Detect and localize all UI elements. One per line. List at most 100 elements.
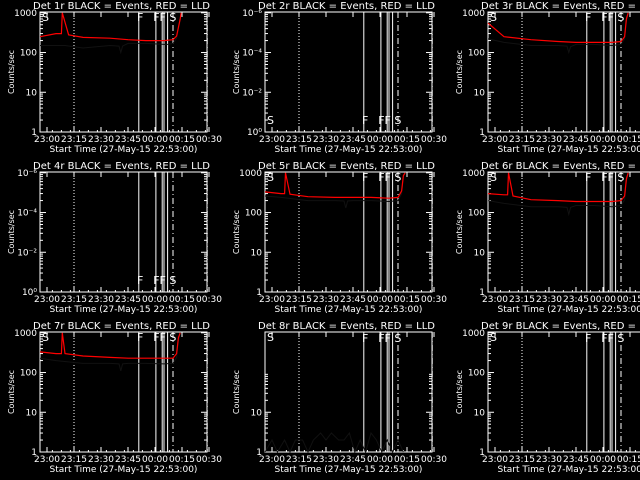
x-tick-label: 23:15 <box>61 135 87 145</box>
x-tick-label: 23:15 <box>286 455 312 465</box>
y-tick-label: 10⁻⁴ <box>242 49 262 59</box>
x-tick-label: 23:30 <box>88 295 114 305</box>
x-axis-label: Start Time (27-May-15 22:53:00) <box>50 465 198 475</box>
x-tick-label: 00:00 <box>590 455 616 465</box>
flag-label: FF <box>153 274 166 287</box>
flag-label: F <box>362 171 368 184</box>
y-tick-label: 10 <box>26 88 38 98</box>
y-tick-label: 1000 <box>462 169 485 179</box>
flag-label: S <box>42 331 49 344</box>
flag-label: FF <box>601 332 614 345</box>
y-axis-label: Counts/sec <box>455 50 464 94</box>
flag-label: F <box>362 114 368 127</box>
series-events <box>39 332 181 372</box>
x-tick-label: 00:15 <box>394 135 420 145</box>
plot-frame <box>39 331 208 453</box>
x-tick-label: 23:30 <box>313 455 339 465</box>
x-tick-label: 23:00 <box>259 455 285 465</box>
x-axis-label: Start Time (27-May-15 22:53:00) <box>50 145 198 155</box>
series-lld <box>39 12 182 42</box>
x-axis-label: Start Time (27-May-15 22:53:00) <box>498 465 640 475</box>
panel-det-1r: Det 1r BLACK = Events, RED = LLD 1 10 100 10… <box>7 1 222 155</box>
x-tick-label: 00:30 <box>196 295 222 305</box>
x-tick-label: 00:00 <box>142 455 168 465</box>
x-tick-label: 23:00 <box>259 135 285 145</box>
x-tick-label: 23:00 <box>34 295 60 305</box>
series-lld <box>264 172 406 199</box>
y-tick-label: 10⁻⁴ <box>17 209 37 219</box>
x-tick-label: 23:30 <box>88 135 114 145</box>
x-tick-label: 00:15 <box>394 295 420 305</box>
x-tick-label: 23:00 <box>482 455 508 465</box>
x-axis-label: Start Time (27-May-15 22:53:00) <box>275 465 423 475</box>
y-axis-label: Counts/sec <box>7 210 16 254</box>
panel-title: Det 1r BLACK = Events, RED = LLD <box>33 1 210 12</box>
flag-label: F <box>585 11 591 24</box>
x-axis-label: Start Time (27-May-15 22:53:00) <box>498 145 640 155</box>
x-tick-label: 23:15 <box>509 455 535 465</box>
flag-label: S <box>617 171 624 184</box>
x-tick-label: 00:15 <box>169 135 195 145</box>
x-tick-label: 00:15 <box>617 455 640 465</box>
x-tick-label: 00:15 <box>169 295 195 305</box>
x-axis-label: Start Time (27-May-15 22:53:00) <box>275 305 423 315</box>
flag-label: F <box>137 11 143 24</box>
x-tick-label: 23:45 <box>340 455 366 465</box>
panel-title: Det 9r BLACK = Events, RED = LLD <box>481 321 640 332</box>
flag-label: S <box>490 11 497 24</box>
x-tick-label: 23:30 <box>313 135 339 145</box>
x-tick-label: 23:15 <box>61 295 87 305</box>
flag-label: FF <box>378 332 391 345</box>
flag-label: S <box>42 11 49 24</box>
x-tick-label: 23:00 <box>482 135 508 145</box>
x-axis-label: Start Time (27-May-15 22:53:00) <box>50 305 198 315</box>
x-tick-label: 23:45 <box>340 295 366 305</box>
series-events <box>487 172 629 217</box>
y-tick-label: 10 <box>251 248 263 258</box>
x-tick-label: 23:30 <box>536 455 562 465</box>
y-tick-label: 1000 <box>14 329 37 339</box>
panel-title: Det 8r BLACK = Events, RED = LLD <box>258 321 435 332</box>
y-tick-label: 100 <box>20 369 37 379</box>
y-tick-label: 1000 <box>239 169 262 179</box>
y-axis-label: Counts/sec <box>455 370 464 414</box>
series-events <box>40 12 182 55</box>
y-tick-label: 1 <box>256 288 262 298</box>
x-tick-label: 23:00 <box>259 295 285 305</box>
x-axis-label: Start Time (27-May-15 22:53:00) <box>498 305 640 315</box>
flag-label: F <box>362 332 368 345</box>
x-tick-label: 00:30 <box>421 135 447 145</box>
y-tick-label: 100 <box>20 49 37 59</box>
y-tick-label: 10 <box>474 88 486 98</box>
y-tick-label: 1 <box>31 128 37 138</box>
y-tick-label: 100 <box>468 209 485 219</box>
y-axis-label: Counts/sec <box>7 370 16 414</box>
x-axis-label: Start Time (27-May-15 22:53:00) <box>275 145 423 155</box>
y-axis-label: Counts/sec <box>232 210 241 254</box>
flag-label: FF <box>153 331 166 344</box>
x-tick-label: 23:30 <box>88 455 114 465</box>
series-events <box>264 172 406 209</box>
x-tick-label: 00:00 <box>590 135 616 145</box>
series-events <box>487 12 629 55</box>
y-tick-label: 10 <box>251 408 263 418</box>
flag-label: S <box>394 332 401 345</box>
y-axis-label: Counts/sec <box>7 50 16 94</box>
plot-frame <box>487 171 640 293</box>
y-tick-label: 10 <box>474 408 486 418</box>
y-tick-label: 1000 <box>462 9 485 19</box>
panel-det-7r: Det 7r BLACK = Events, RED = LLD 1 10 100 10… <box>7 321 222 475</box>
flag-label: S <box>267 114 274 127</box>
x-tick-label: 23:45 <box>563 455 589 465</box>
y-tick-label: 10 <box>474 248 486 258</box>
flag-label: FF <box>601 171 614 184</box>
x-tick-label: 23:00 <box>34 135 60 145</box>
panel-det-2r: Det 2r BLACK = Events, RED = LLD 10⁰ 10⁻² 1… <box>232 1 447 155</box>
x-tick-label: 23:45 <box>115 455 141 465</box>
x-tick-label: 23:00 <box>34 455 60 465</box>
flag-label: S <box>394 114 401 127</box>
x-tick-label: 00:00 <box>367 135 393 145</box>
series-lld <box>39 332 181 359</box>
flag-label: FF <box>378 171 391 184</box>
plot-frame <box>39 11 208 133</box>
